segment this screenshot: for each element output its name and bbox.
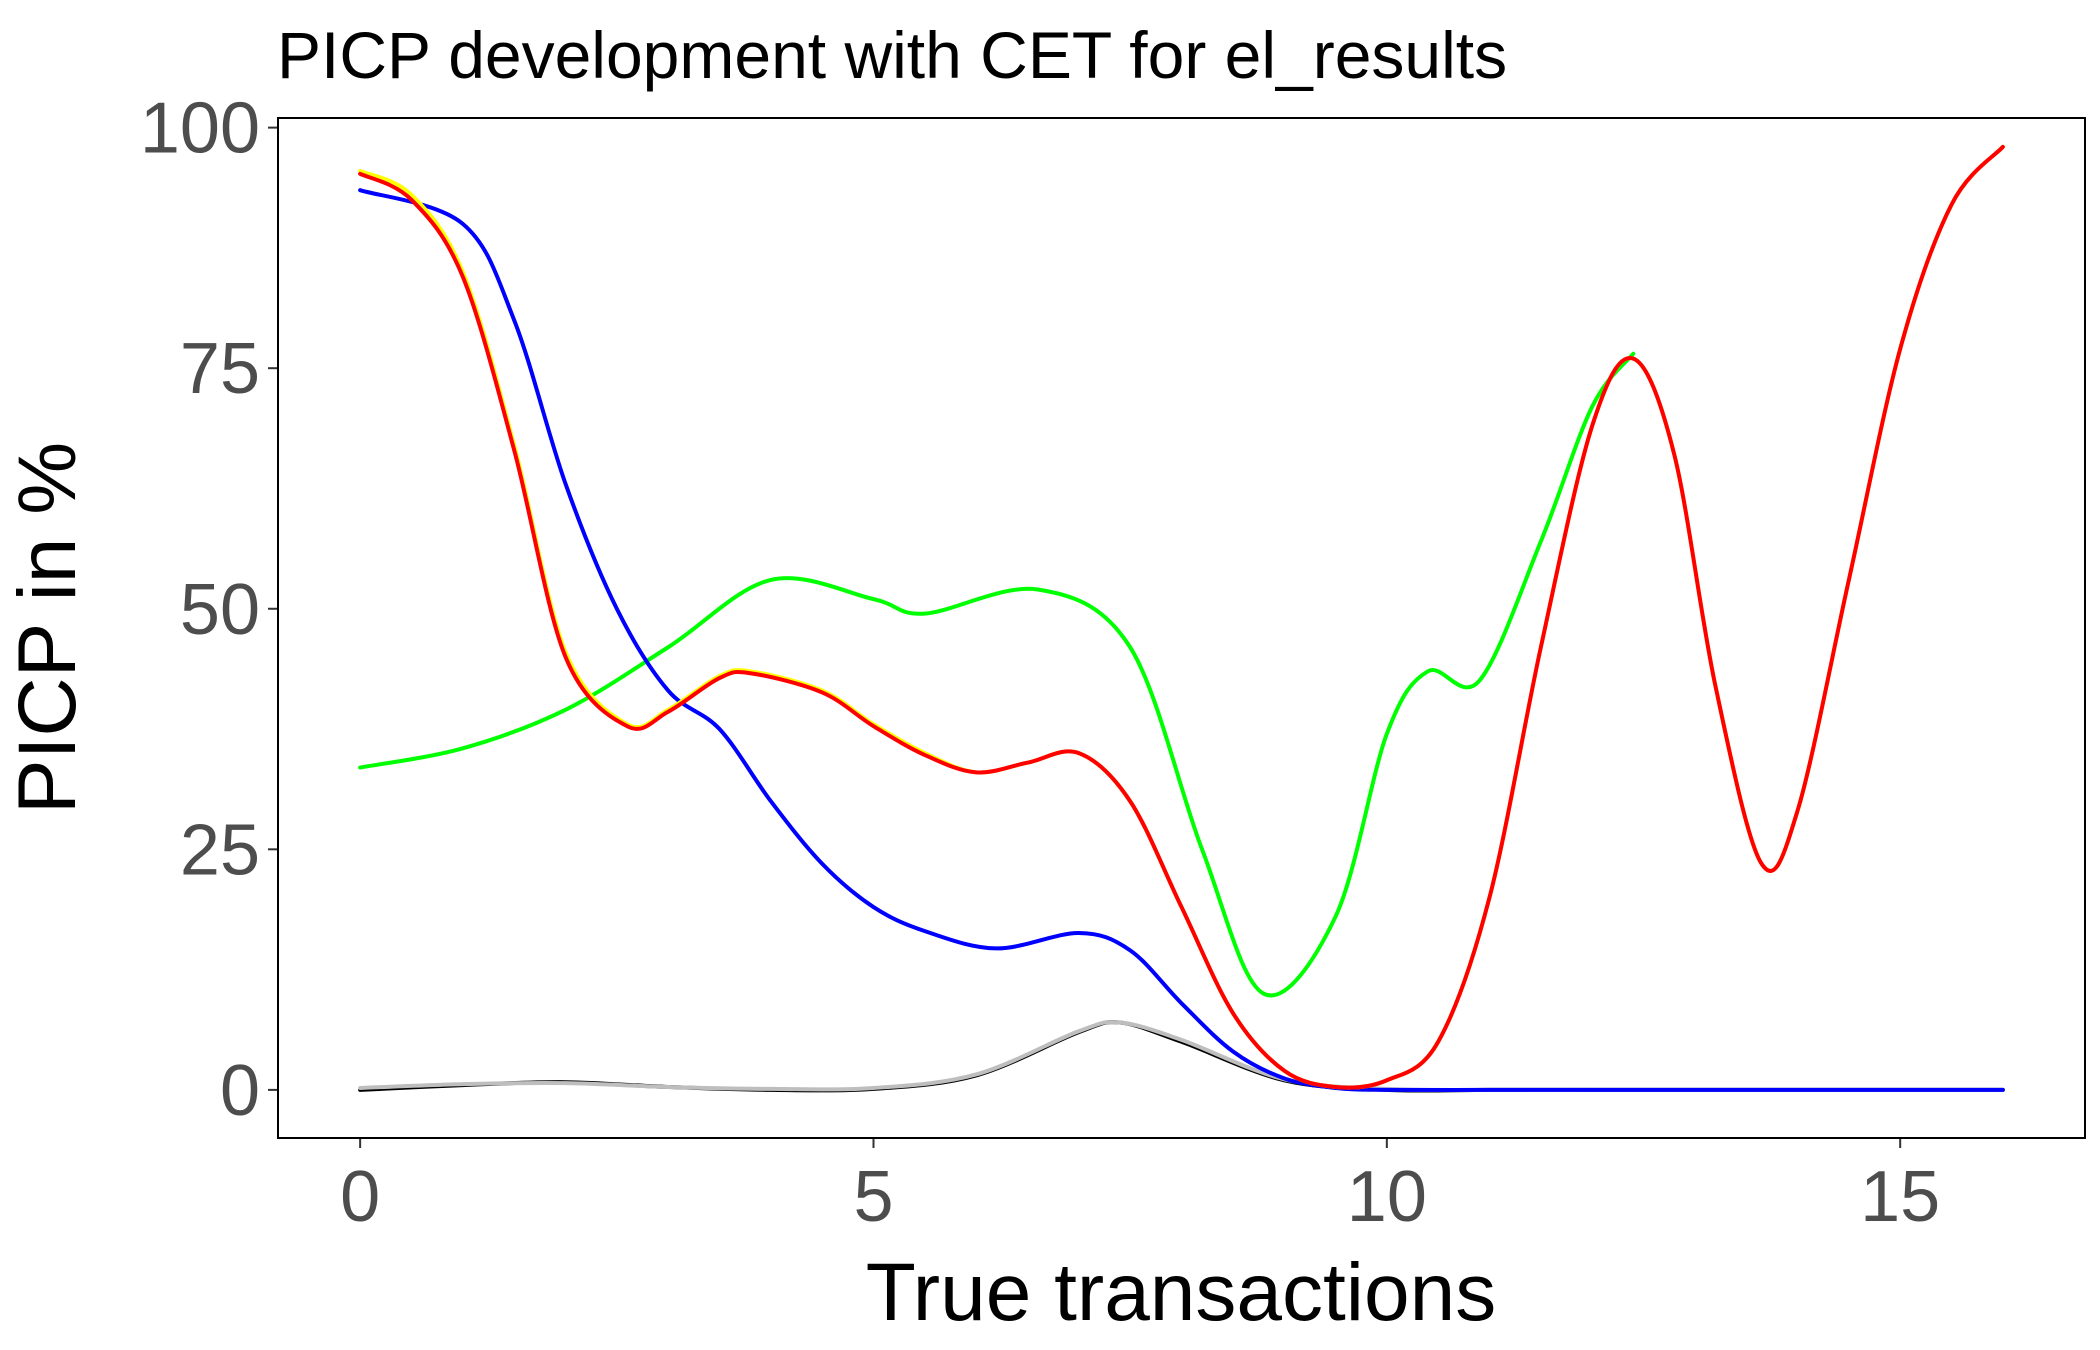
series-line-3	[358, 351, 1636, 998]
y-tick-label: 0	[220, 1051, 260, 1131]
x-tick-label: 10	[1347, 1157, 1427, 1237]
chart-title: PICP development with CET for el_results	[277, 18, 1507, 92]
y-tick-label: 100	[140, 89, 260, 169]
plot-panel-border	[277, 117, 2086, 1139]
y-tick-label: 75	[180, 329, 260, 409]
y-axis: 0 25 50 75 100	[140, 89, 278, 1131]
y-axis-title: PICP in %	[2, 442, 93, 814]
y-tick-label: 50	[180, 570, 260, 650]
x-tick-label: 15	[1860, 1157, 1940, 1237]
y-tick-label: 25	[180, 810, 260, 890]
x-tick-label: 0	[340, 1157, 380, 1237]
series-layer	[358, 144, 2005, 1093]
series-line-6	[358, 144, 2005, 1090]
series-line-4	[358, 188, 2005, 1093]
x-axis: 0 5 10 15	[340, 1138, 1940, 1237]
x-tick-label: 5	[853, 1157, 893, 1237]
x-axis-title: True transactions	[866, 1247, 1496, 1338]
